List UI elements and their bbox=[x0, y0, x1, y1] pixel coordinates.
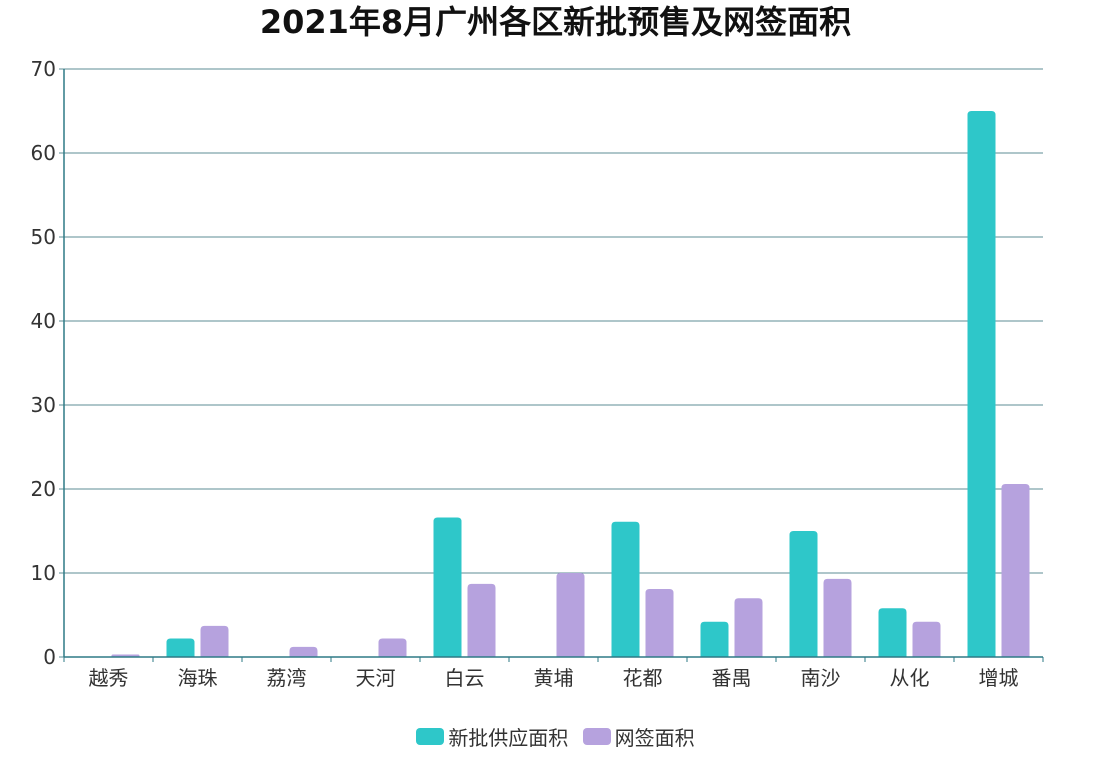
x-tick-label: 荔湾 bbox=[267, 666, 307, 690]
bar-signed bbox=[467, 583, 496, 657]
bar-supply bbox=[433, 517, 462, 657]
bar-signed bbox=[556, 573, 585, 657]
y-tick-label: 70 bbox=[31, 57, 56, 81]
x-tick-label: 南沙 bbox=[801, 666, 841, 690]
y-tick-label: 10 bbox=[31, 561, 56, 585]
bar-signed bbox=[645, 588, 674, 657]
bar-signed bbox=[734, 598, 763, 657]
x-tick-label: 越秀 bbox=[89, 666, 129, 690]
x-tick-label: 花都 bbox=[623, 666, 663, 690]
x-tick-label: 黄埔 bbox=[534, 666, 574, 690]
legend-item-supply[interactable]: 新批供应面积 bbox=[416, 722, 568, 751]
bar-supply bbox=[967, 111, 996, 657]
bar-supply bbox=[611, 521, 640, 657]
y-tick-label: 30 bbox=[31, 393, 56, 417]
bar-signed bbox=[378, 638, 407, 657]
y-tick-label: 50 bbox=[31, 225, 56, 249]
x-tick-label: 从化 bbox=[890, 666, 930, 690]
y-tick-label: 40 bbox=[31, 309, 56, 333]
bar-signed bbox=[912, 621, 941, 657]
bar-signed bbox=[289, 646, 318, 657]
x-tick-label: 白云 bbox=[445, 666, 485, 690]
legend: 新批供应面积 网签面积 bbox=[0, 722, 1111, 751]
bar-signed bbox=[1001, 483, 1030, 657]
legend-item-signed[interactable]: 网签面积 bbox=[582, 722, 695, 751]
grid-layer bbox=[64, 68, 1043, 574]
y-tick-label: 0 bbox=[43, 645, 56, 669]
bar-supply bbox=[700, 621, 729, 657]
y-tick-label: 20 bbox=[31, 477, 56, 501]
legend-label-supply: 新批供应面积 bbox=[448, 726, 569, 750]
axis-layer: 0 10 20 30 40 50 60 70 越秀 海珠 荔湾 天河 白云 黄埔 花都 番禺 南沙 从化 增城 bbox=[31, 57, 1044, 690]
x-tick-label: 增城 bbox=[979, 666, 1019, 690]
chart-title: 2021年8月广州各区新批预售及网签面积 bbox=[259, 3, 852, 41]
legend-swatch-signed bbox=[582, 728, 611, 745]
bar-supply bbox=[878, 608, 907, 657]
bars-layer bbox=[111, 111, 1030, 657]
y-tick-label: 60 bbox=[31, 141, 56, 165]
bar-signed bbox=[200, 625, 229, 657]
bar-supply bbox=[166, 638, 195, 657]
x-tick-label: 番禺 bbox=[712, 666, 752, 690]
legend-label-signed: 网签面积 bbox=[614, 726, 695, 750]
legend-swatch-supply bbox=[416, 728, 445, 745]
bar-signed bbox=[823, 578, 852, 657]
x-tick-label: 海珠 bbox=[178, 666, 218, 690]
x-tick-label: 天河 bbox=[356, 666, 396, 690]
bar-supply bbox=[789, 531, 818, 657]
